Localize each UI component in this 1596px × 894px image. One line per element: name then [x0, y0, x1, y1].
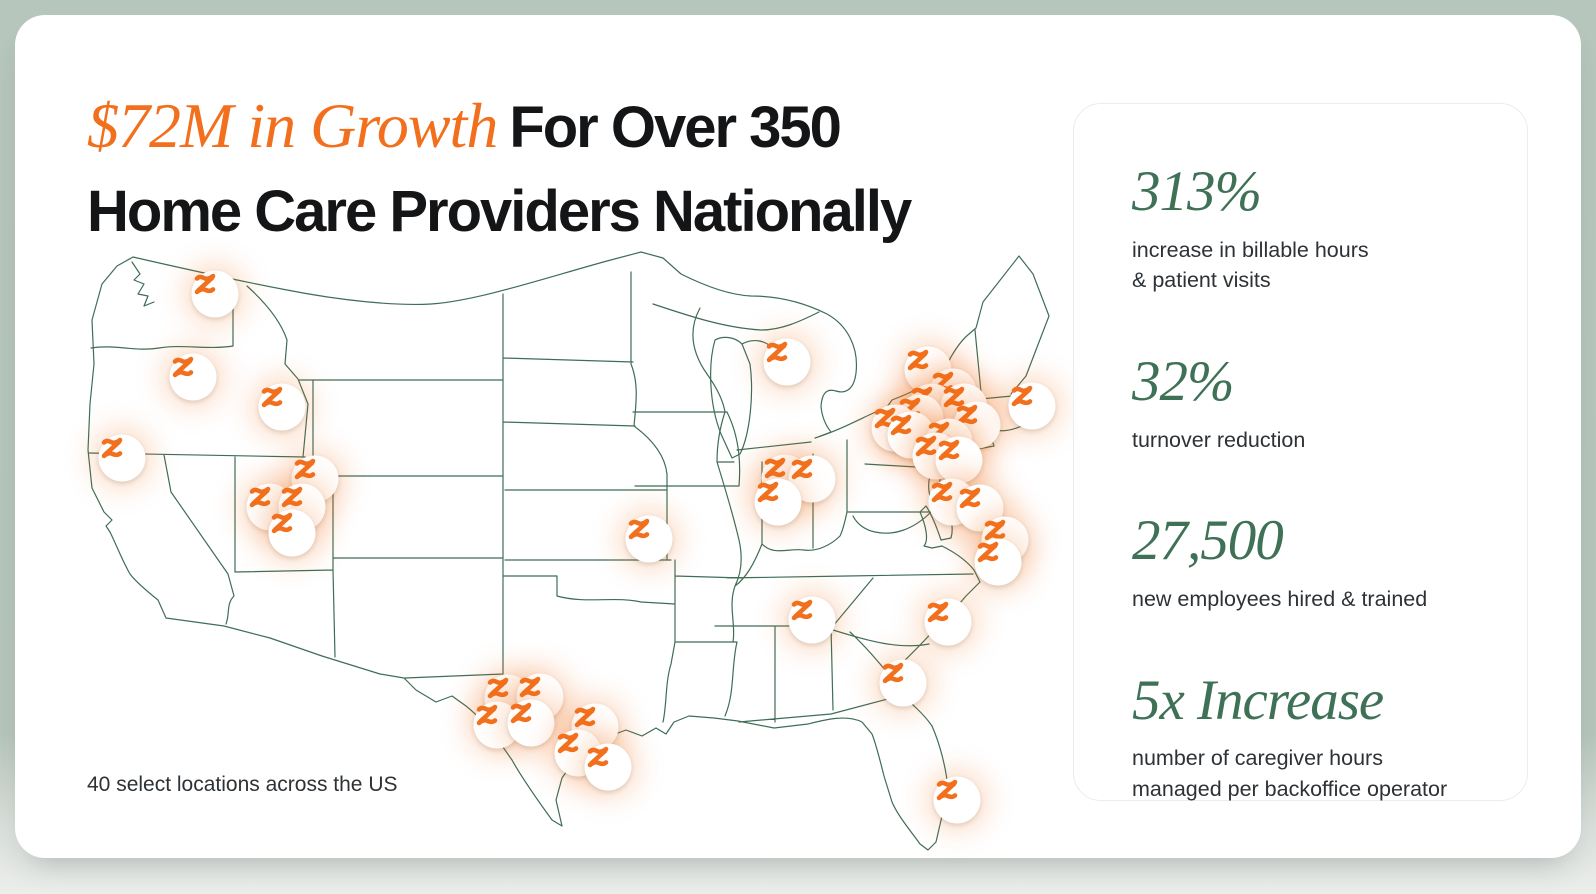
z-logo-icon	[764, 457, 786, 479]
location-marker	[169, 353, 217, 401]
z-logo-icon	[271, 512, 293, 534]
z-logo-icon	[1011, 385, 1033, 407]
z-logo-icon	[915, 435, 937, 457]
z-logo-icon	[519, 676, 541, 698]
z-logo-icon	[757, 481, 779, 503]
z-logo-icon	[557, 732, 579, 754]
stat-block: 5x Increase number of caregiver hours ma…	[1132, 668, 1491, 805]
stat-label: increase in billable hours & patient vis…	[1132, 237, 1369, 293]
stat-value: 27,500	[1132, 509, 1284, 573]
z-logo-icon	[766, 341, 788, 363]
location-marker	[788, 596, 836, 644]
z-logo-icon	[294, 458, 316, 480]
page-title: $72M in Growth For Over 350 Home Care Pro…	[87, 88, 912, 258]
stat-label: new employees hired & trained	[1132, 587, 1428, 612]
z-logo-icon	[628, 518, 650, 540]
z-logo-icon	[927, 601, 949, 623]
stat-value: 32%	[1132, 349, 1234, 413]
stat-value: 5x Increase	[1132, 668, 1384, 732]
z-logo-icon	[959, 487, 981, 509]
location-marker	[507, 699, 555, 747]
z-logo-icon	[907, 349, 929, 371]
z-logo-icon	[574, 706, 596, 728]
location-marker	[258, 383, 306, 431]
location-marker	[268, 509, 316, 557]
z-logo-icon	[943, 386, 965, 408]
title-line-2: Home Care Providers Nationally	[87, 179, 912, 245]
z-logo-icon	[510, 702, 532, 724]
z-logo-icon	[194, 273, 216, 295]
stat-label: number of caregiver hours managed per ba…	[1132, 746, 1448, 801]
z-logo-icon	[261, 386, 283, 408]
location-marker	[924, 598, 972, 646]
z-logo-icon	[587, 746, 609, 768]
stat-block: 32% turnover reduction	[1132, 352, 1491, 455]
z-logo-icon	[249, 486, 271, 508]
title-rest: For Over 350	[509, 95, 842, 161]
location-marker	[879, 659, 927, 707]
map-caption: 40 select locations across the US	[87, 773, 398, 796]
title-accent: $72M in Growth	[87, 90, 498, 162]
z-logo-icon	[938, 439, 960, 461]
stats-list: 313% increase in billable hours & patien…	[1132, 162, 1491, 804]
location-marker	[974, 538, 1022, 586]
stat-label: turnover reduction	[1132, 427, 1306, 452]
z-logo-icon	[487, 677, 509, 699]
stat-block: 27,500 new employees hired & trained	[1132, 511, 1491, 614]
z-logo-icon	[890, 414, 912, 436]
z-logo-icon	[281, 486, 303, 508]
z-logo-icon	[984, 519, 1006, 541]
location-marker	[191, 270, 239, 318]
location-marker	[1008, 382, 1056, 430]
z-logo-icon	[791, 599, 813, 621]
z-logo-icon	[882, 662, 904, 684]
stats-panel: 313% increase in billable hours & patien…	[1073, 103, 1528, 801]
stat-block: 313% increase in billable hours & patien…	[1132, 162, 1491, 296]
title-line-1: $72M in Growth For Over 350	[87, 90, 842, 161]
z-logo-icon	[977, 541, 999, 563]
z-logo-icon	[101, 437, 123, 459]
location-marker	[933, 776, 981, 824]
location-marker	[584, 743, 632, 791]
us-map	[75, 243, 1056, 858]
z-logo-icon	[791, 458, 813, 480]
z-logo-icon	[172, 356, 194, 378]
stat-value: 313%	[1132, 160, 1262, 223]
location-marker	[935, 436, 983, 484]
z-logo-icon	[476, 704, 498, 726]
location-marker	[625, 515, 673, 563]
z-logo-icon	[931, 481, 953, 503]
location-marker	[763, 338, 811, 386]
main-card: $72M in Growth For Over 350 Home Care Pro…	[15, 15, 1581, 858]
z-logo-icon	[936, 779, 958, 801]
location-marker	[98, 434, 146, 482]
location-marker	[754, 478, 802, 526]
